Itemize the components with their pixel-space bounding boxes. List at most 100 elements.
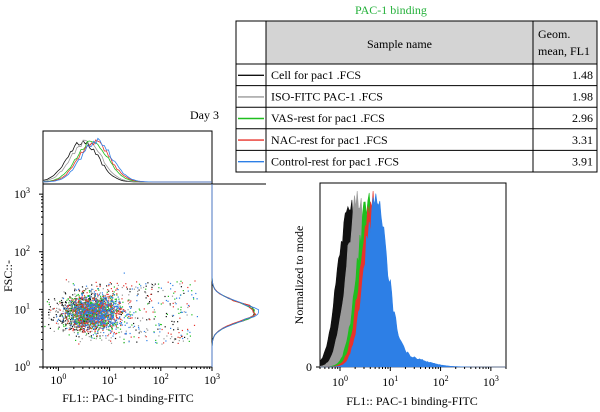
scatter-point <box>102 304 105 306</box>
scatter-point <box>119 302 121 304</box>
scatter-point <box>173 339 176 341</box>
scatter-point <box>101 292 103 294</box>
scatter-point <box>127 299 129 301</box>
scatter-point <box>83 290 85 292</box>
scatter-point <box>96 326 99 328</box>
scatter-point <box>108 308 110 310</box>
scatter-point <box>108 304 110 306</box>
scatter-point <box>63 291 65 293</box>
scatter-point <box>181 335 183 337</box>
scatter-point <box>98 310 100 312</box>
scatter-point <box>97 317 99 319</box>
scatter-point <box>109 282 111 284</box>
scatter-point <box>91 330 93 332</box>
scatter-point <box>82 299 84 301</box>
scatter-point <box>96 299 98 301</box>
scatter-point <box>100 322 102 324</box>
scatter-point <box>84 310 86 313</box>
scatter-point <box>102 288 104 290</box>
scatter-point <box>100 324 102 326</box>
scatter-point <box>86 324 88 326</box>
scatter-point <box>94 307 96 309</box>
scatter-point <box>64 320 66 323</box>
scatter-point <box>78 307 80 309</box>
scatter-point <box>97 299 99 301</box>
scatter-point <box>107 318 109 320</box>
scatter-point <box>81 304 83 306</box>
scatter-point <box>93 313 95 315</box>
scatter-point <box>109 316 111 318</box>
scatter-point <box>76 316 78 318</box>
scatter-point <box>95 298 97 300</box>
scatter-point <box>155 339 157 341</box>
scatter-point <box>127 313 129 315</box>
scatter-point <box>118 308 120 310</box>
scatter-point <box>106 312 108 314</box>
scatter-point <box>112 318 114 320</box>
scatter-point <box>87 331 89 333</box>
scatter-point <box>70 302 72 304</box>
scatter-point <box>87 299 89 301</box>
scatter-point <box>131 324 133 326</box>
scatter-point <box>95 290 97 292</box>
scatter-point <box>75 339 77 341</box>
scatter-point <box>81 318 83 320</box>
scatter-point <box>171 295 174 297</box>
scatter-point <box>78 295 80 297</box>
scatter-point <box>81 338 83 340</box>
scatter-point <box>78 305 80 307</box>
scatter-point <box>100 295 102 297</box>
legend-title: PAC-1 binding <box>355 3 427 17</box>
scatter-point <box>102 298 104 300</box>
scatter-point <box>64 329 66 331</box>
scatter-point <box>79 326 81 328</box>
scatter-point <box>72 318 74 320</box>
scatter-point <box>158 287 160 289</box>
scatter-point <box>193 298 195 300</box>
scatter-point <box>77 313 79 315</box>
scatter-point <box>77 314 79 316</box>
scatter-point <box>102 313 104 315</box>
scatter-point <box>146 328 148 330</box>
scatter-point <box>112 310 114 312</box>
scatter-point <box>116 332 118 334</box>
scatter-point <box>103 325 105 327</box>
scatter-point <box>111 317 113 319</box>
scatter-point <box>108 300 110 302</box>
scatter-point <box>107 300 109 302</box>
scatter-point <box>189 335 191 337</box>
scatter-point <box>85 318 87 320</box>
scatter-point <box>167 300 169 302</box>
scatter-point <box>115 300 118 302</box>
scatter-point <box>92 323 94 325</box>
scatter-point <box>57 304 59 306</box>
scatter-point <box>119 312 121 314</box>
scatter-point <box>151 288 153 290</box>
scatter-point <box>79 313 81 315</box>
scatter-point <box>195 292 197 295</box>
scatter-point <box>99 297 102 299</box>
scatter-point <box>106 309 108 311</box>
scatter-point <box>61 322 63 324</box>
scatter-point <box>82 292 85 294</box>
scatter-point <box>180 311 182 313</box>
scatter-point <box>66 305 68 307</box>
scatter-point <box>107 309 109 311</box>
scatter-point <box>103 311 105 313</box>
scatter-point <box>87 324 89 326</box>
scatter-point <box>81 290 84 293</box>
scatter-point <box>80 306 82 308</box>
scatter-point <box>85 299 87 301</box>
scatter-point <box>93 315 95 317</box>
scatter-point <box>98 309 100 311</box>
scatter-point <box>114 298 116 300</box>
scatter-point <box>96 321 99 323</box>
scatter-point <box>79 329 81 331</box>
scatter-point <box>116 294 118 296</box>
scatter-point <box>62 320 64 322</box>
scatter-point <box>110 337 112 339</box>
scatter-point <box>95 328 97 330</box>
scatter-point <box>83 317 85 319</box>
scatter-point <box>172 302 174 304</box>
scatter-point <box>89 298 92 300</box>
